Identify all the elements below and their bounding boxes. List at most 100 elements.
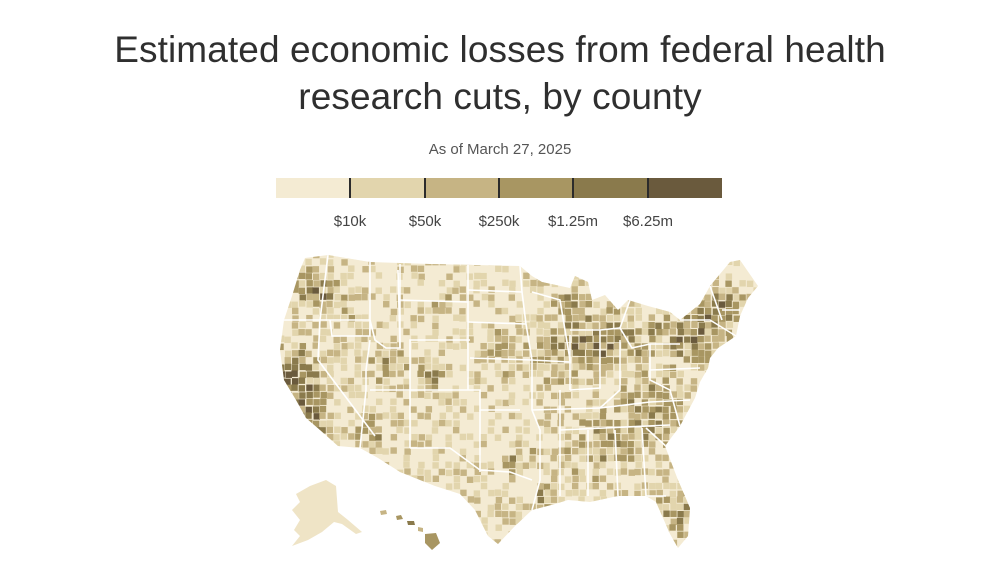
county-cell xyxy=(362,405,369,412)
county-cell xyxy=(606,419,613,427)
county-cell xyxy=(606,307,613,314)
county-cell xyxy=(327,314,334,321)
county-cell xyxy=(655,531,663,538)
county-cell xyxy=(375,538,382,545)
county-cell xyxy=(670,350,677,358)
county-cell xyxy=(319,462,327,469)
county-cell xyxy=(606,511,614,518)
county-cell xyxy=(551,364,558,371)
county-cell xyxy=(712,293,719,300)
county-cell xyxy=(753,517,758,525)
county-cell xyxy=(571,370,578,377)
county-cell xyxy=(586,349,593,357)
county-cell xyxy=(690,434,697,441)
county-cell xyxy=(754,461,758,468)
county-cell xyxy=(600,511,607,518)
county-cell xyxy=(523,384,530,392)
county-cell xyxy=(614,469,622,476)
county-cell xyxy=(383,385,390,393)
county-cell xyxy=(291,322,299,329)
legend-label-6-25m: $6.25m xyxy=(622,213,674,230)
county-cell xyxy=(382,448,389,455)
county-cell xyxy=(445,469,453,477)
county-cell xyxy=(334,531,341,539)
county-cell xyxy=(621,272,628,279)
county-cell xyxy=(383,294,390,301)
county-cell xyxy=(537,280,544,287)
county-cell xyxy=(417,468,424,475)
county-cell xyxy=(753,469,758,476)
county-cell xyxy=(753,336,758,343)
chart-subtitle: As of March 27, 2025 xyxy=(428,141,572,158)
state-border xyxy=(317,255,376,437)
county-cell xyxy=(326,293,334,300)
county-cell xyxy=(558,371,565,378)
county-cell xyxy=(669,336,677,343)
county-cell xyxy=(320,356,328,364)
county-cell xyxy=(620,426,627,434)
county-cell xyxy=(445,398,452,405)
county-cell xyxy=(327,412,334,420)
county-cell xyxy=(446,287,454,294)
county-cell xyxy=(459,329,466,336)
county-cell xyxy=(368,420,375,427)
county-cell xyxy=(677,490,684,498)
county-cell xyxy=(760,420,766,426)
county-cell xyxy=(677,322,684,329)
county-cell xyxy=(502,399,510,407)
county-cell xyxy=(319,272,327,280)
county-cell xyxy=(705,258,712,265)
county-cell xyxy=(453,517,460,525)
county-cell xyxy=(320,328,327,336)
contiguous-us xyxy=(280,255,768,548)
county-cell xyxy=(762,272,768,278)
county-cell xyxy=(669,524,676,531)
county-cell xyxy=(698,328,705,335)
county-cell xyxy=(551,349,558,356)
county-cell xyxy=(474,377,481,385)
county-cell xyxy=(740,420,747,427)
county-cell xyxy=(432,420,439,427)
county-cell xyxy=(389,357,397,364)
county-cell xyxy=(655,322,662,330)
county-cell xyxy=(369,511,376,518)
county-cell xyxy=(410,391,418,399)
county-cell xyxy=(355,356,362,363)
county-cell xyxy=(298,385,306,392)
county-cell xyxy=(746,412,753,420)
county-cell xyxy=(397,412,404,420)
county-cell xyxy=(397,503,404,511)
county-cell xyxy=(543,301,550,308)
county-cell xyxy=(684,531,691,539)
county-cell xyxy=(761,344,767,350)
county-cell xyxy=(376,356,383,363)
county-cell xyxy=(655,510,663,517)
county-cell xyxy=(502,518,509,525)
county-cell xyxy=(662,308,670,316)
county-cell xyxy=(530,314,537,321)
county-cell xyxy=(280,391,285,399)
county-cell xyxy=(417,370,424,378)
county-cell xyxy=(649,441,656,448)
county-cell xyxy=(543,279,550,286)
county-cell xyxy=(284,301,292,308)
county-cell xyxy=(641,370,648,377)
county-cell xyxy=(285,539,293,547)
county-cell xyxy=(473,405,481,412)
county-cell xyxy=(306,377,314,384)
county-cell xyxy=(299,363,306,371)
county-cell xyxy=(585,517,592,525)
county-cell xyxy=(564,335,571,343)
county-cell xyxy=(670,518,678,526)
state-border xyxy=(467,321,527,325)
county-cell xyxy=(347,255,354,259)
county-cell xyxy=(424,469,431,477)
county-cell xyxy=(557,356,564,364)
county-cell xyxy=(663,419,670,427)
county-cell xyxy=(341,314,348,322)
county-cell xyxy=(656,301,663,308)
county-cell xyxy=(438,392,446,399)
county-cell xyxy=(662,433,670,441)
county-cell xyxy=(585,420,592,427)
county-cell xyxy=(298,377,306,384)
